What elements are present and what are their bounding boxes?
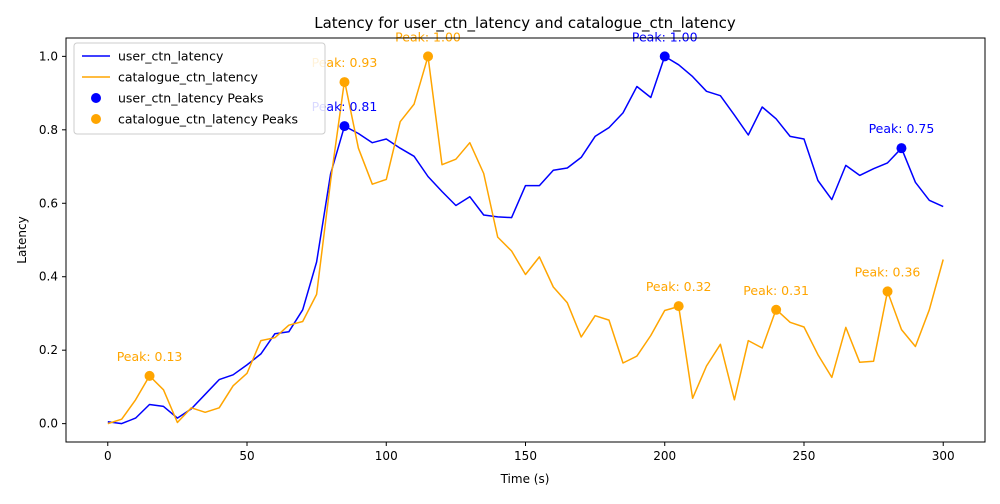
legend-label: user_ctn_latency xyxy=(118,49,224,64)
peak-label: Peak: 0.36 xyxy=(855,264,921,279)
series-line-user_ctn_latency xyxy=(107,55,944,425)
plot-area: Peak: 0.81 Peak: 1.00 Peak: 0.75 Peak: 0.13… xyxy=(39,29,986,463)
peak-marker-catalogue_ctn_latency xyxy=(423,51,434,62)
legend-label: catalogue_ctn_latency Peaks xyxy=(118,112,298,127)
x-tick-label: 250 xyxy=(793,449,816,463)
legend-marker-catalogue_ctn_latency Peaks xyxy=(91,114,101,124)
legend-label: user_ctn_latency Peaks xyxy=(118,91,264,106)
peak-marker-catalogue_ctn_latency xyxy=(882,286,893,297)
y-tick-label: 0.8 xyxy=(39,123,58,137)
peak-label: Peak: 0.32 xyxy=(646,279,712,294)
peak-marker-catalogue_ctn_latency xyxy=(339,77,350,88)
x-tick-label: 200 xyxy=(653,449,676,463)
peak-label: Peak: 0.93 xyxy=(312,55,378,70)
y-tick-label: 0.2 xyxy=(39,343,58,357)
series-line-catalogue_ctn_latency xyxy=(107,55,944,425)
peak-label: Peak: 0.81 xyxy=(312,99,378,114)
y-tick-label: 0.6 xyxy=(39,196,58,210)
legend: user_ctn_latency catalogue_ctn_latencyuse… xyxy=(73,42,326,135)
legend-frame xyxy=(73,42,326,135)
x-tick-label: 0 xyxy=(104,449,112,463)
peak-marker-user_ctn_latency xyxy=(339,121,350,132)
peak-label: Peak: 0.75 xyxy=(869,121,935,136)
x-tick-label: 100 xyxy=(375,449,398,463)
peak-marker-catalogue_ctn_latency xyxy=(144,370,155,381)
peak-marker-catalogue_ctn_latency xyxy=(673,301,684,312)
y-tick-label: 1.0 xyxy=(39,49,58,63)
legend-label: catalogue_ctn_latency xyxy=(118,70,258,85)
y-tick-label: 0.4 xyxy=(39,270,58,284)
chart-title: Latency for user_ctn_latency and catalog… xyxy=(314,14,736,33)
peak-label: Peak: 1.00 xyxy=(632,29,698,44)
peak-marker-catalogue_ctn_latency xyxy=(771,304,782,315)
x-tick-label: 300 xyxy=(932,449,955,463)
legend-marker-user_ctn_latency Peaks xyxy=(91,93,101,103)
x-tick-label: 150 xyxy=(514,449,537,463)
y-tick-label: 0.0 xyxy=(39,417,58,431)
peak-marker-user_ctn_latency xyxy=(896,143,907,154)
peak-label: Peak: 1.00 xyxy=(395,29,461,44)
y-axis-label: Latency xyxy=(15,216,29,263)
peak-label: Peak: 0.31 xyxy=(743,283,809,298)
x-tick-label: 50 xyxy=(239,449,254,463)
peak-label: Peak: 0.13 xyxy=(117,349,183,364)
x-axis-label: Time (s) xyxy=(500,472,550,486)
peak-marker-user_ctn_latency xyxy=(659,51,670,62)
